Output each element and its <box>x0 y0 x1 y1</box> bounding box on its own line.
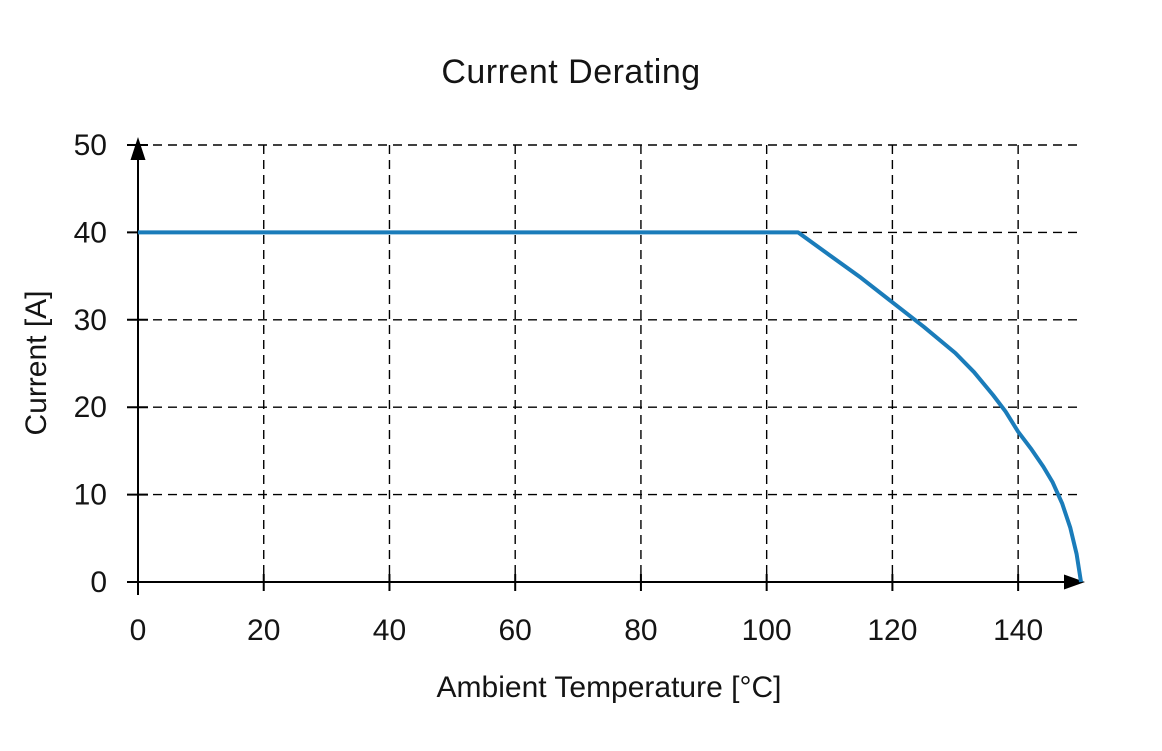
y-tick-label: 40 <box>74 216 107 249</box>
axes <box>130 137 1085 595</box>
y-tick-label: 20 <box>74 391 107 424</box>
x-tick-label: 120 <box>867 614 917 647</box>
y-axis-arrowhead-icon <box>130 137 146 160</box>
y-tick-label: 10 <box>74 479 107 512</box>
y-tick-label: 0 <box>90 566 107 599</box>
gridlines <box>138 144 1081 582</box>
chart-title: Current Derating <box>441 53 700 91</box>
x-tick-label: 20 <box>247 614 280 647</box>
x-axis-label: Ambient Temperature [°C] <box>437 671 782 704</box>
y-axis-label: Current [A] <box>20 290 53 435</box>
x-tick-label: 100 <box>742 614 792 647</box>
derating-curve <box>138 230 1083 583</box>
x-tick-label: 60 <box>499 614 532 647</box>
x-tick-label: 40 <box>373 614 406 647</box>
y-tick-label: 50 <box>74 129 107 162</box>
y-tick-label: 30 <box>74 304 107 337</box>
x-tick-label: 0 <box>130 614 147 647</box>
x-axis-arrowhead-icon <box>1064 574 1085 590</box>
x-tick-label: 140 <box>993 614 1043 647</box>
tick-marks <box>127 144 1020 591</box>
x-tick-label: 80 <box>624 614 657 647</box>
tick-labels: 0 10 20 30 40 50 0 20 40 60 80 100 120 140 <box>74 129 1044 647</box>
data-series <box>138 230 1083 583</box>
